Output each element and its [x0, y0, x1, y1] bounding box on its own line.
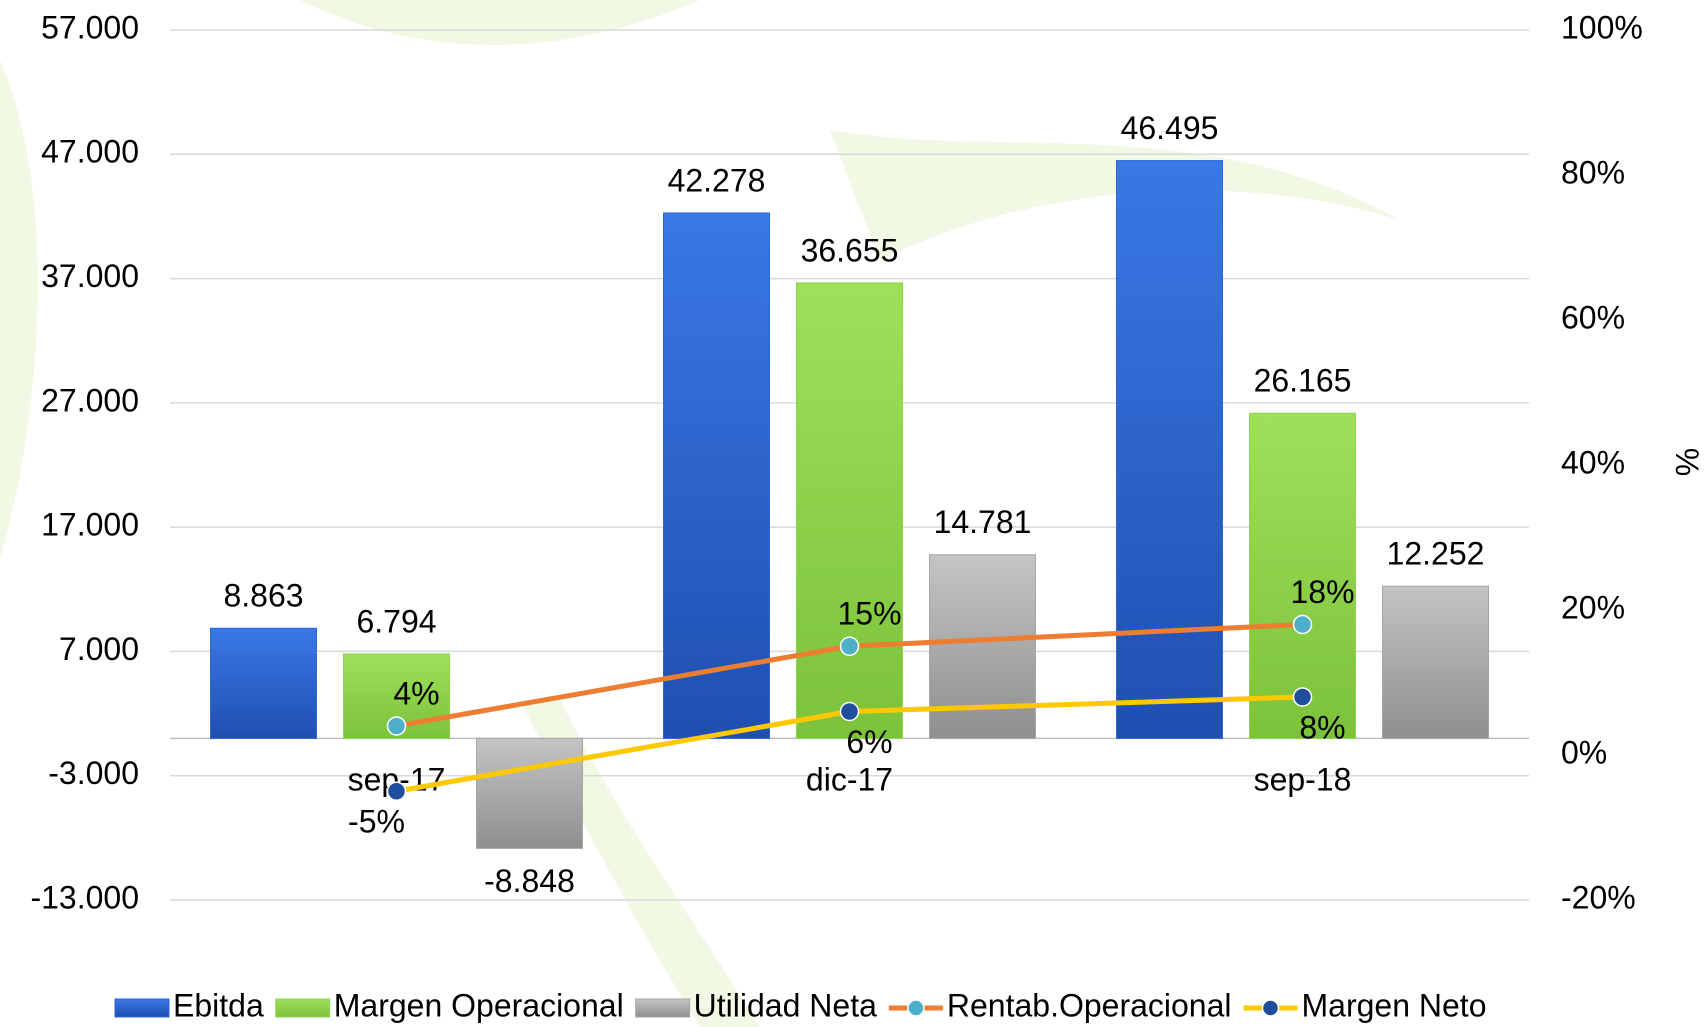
- legend-marker: [907, 999, 925, 1017]
- line-value-label: 18%: [1290, 574, 1354, 610]
- line-value-label: 4%: [393, 675, 439, 711]
- y-tick-label: -3.000: [48, 755, 139, 791]
- y-tick-label: 7.000: [59, 631, 139, 667]
- bar-value-label: 26.165: [1254, 363, 1352, 399]
- y-tick-label: 47.000: [41, 134, 139, 170]
- y2-tick-label: 20%: [1561, 589, 1625, 625]
- line-value-label: 15%: [837, 596, 901, 632]
- x-tick-label: sep-18: [1254, 761, 1352, 797]
- y-tick-label: 57.000: [41, 9, 139, 45]
- bar-value-label: 42.278: [668, 162, 766, 198]
- line-marker: [1292, 614, 1313, 635]
- line-marker: [839, 701, 860, 722]
- legend-label: Margen Neto: [1302, 987, 1487, 1023]
- y2-tick-label: 0%: [1561, 734, 1607, 770]
- bar: [210, 627, 317, 739]
- legend-swatch: [275, 998, 331, 1018]
- bar: [663, 212, 770, 739]
- bar: [1116, 160, 1223, 739]
- legend-marker: [1261, 999, 1280, 1017]
- legend-swatch: [114, 998, 170, 1018]
- y2-tick-label: 100%: [1561, 9, 1643, 45]
- y2-tick-label: 40%: [1561, 444, 1625, 480]
- legend-label: Utilidad Neta: [694, 987, 877, 1023]
- bar-value-label: 12.252: [1387, 536, 1485, 572]
- bar-value-label: 36.655: [801, 232, 899, 268]
- legend-label: Ebitda: [173, 987, 264, 1023]
- y2-tick-label: 80%: [1561, 154, 1625, 190]
- y2-tick-label: -20%: [1561, 879, 1636, 915]
- y2-tick-label: 60%: [1561, 299, 1625, 335]
- bar-value-label: 14.781: [934, 504, 1032, 540]
- bar-value-label: 8.863: [223, 578, 303, 614]
- bar-value-label: 6.794: [356, 603, 436, 639]
- line-marker: [839, 636, 860, 656]
- bar-value-label: -8.848: [484, 863, 575, 899]
- line-value-label: -5%: [348, 804, 405, 840]
- y2-axis-title: %: [1669, 448, 1705, 476]
- y-tick-label: 27.000: [41, 382, 139, 418]
- line-value-label: 6%: [846, 724, 892, 760]
- y-tick-label: 37.000: [41, 258, 139, 294]
- line-marker: [1292, 687, 1313, 707]
- bar-value-label: 46.495: [1121, 110, 1219, 146]
- bar: [476, 737, 583, 849]
- x-tick-label: dic-17: [806, 761, 893, 797]
- bar: [796, 282, 903, 739]
- line-marker: [386, 716, 407, 736]
- legend-label: Rentab.Operacional: [947, 987, 1232, 1023]
- line-value-label: 8%: [1299, 709, 1345, 745]
- legend-swatch: [635, 998, 691, 1018]
- bar: [1249, 412, 1356, 739]
- y-tick-label: -13.000: [30, 879, 139, 915]
- y-tick-label: 17.000: [41, 507, 139, 543]
- line-marker: [386, 781, 407, 801]
- bar: [1382, 585, 1489, 739]
- legend-label: Margen Operacional: [334, 987, 624, 1023]
